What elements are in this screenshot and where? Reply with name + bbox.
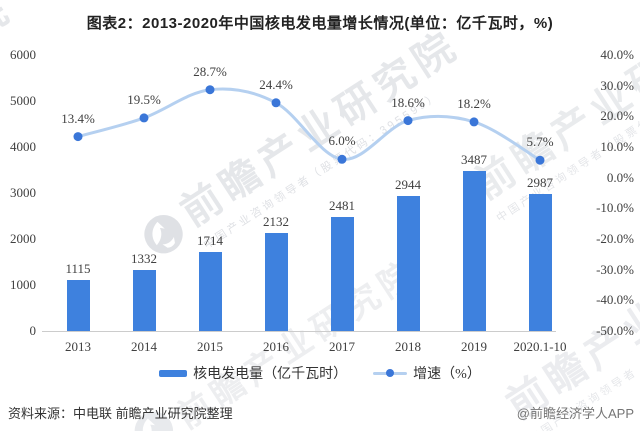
legend-label-generation: 核电发电量（亿千瓦时）: [193, 367, 348, 382]
y-axis-tick-left: 4000: [10, 139, 36, 154]
growth-value-label: 13.4%: [61, 110, 95, 126]
y-axis-tick-left: 1000: [10, 277, 36, 292]
growth-marker: [205, 85, 215, 95]
growth-value-label: 19.5%: [127, 91, 161, 107]
generation-bar: [330, 216, 354, 331]
legend-label-growth: 增速（%）: [413, 367, 481, 382]
bar-value-label: 1332: [131, 250, 157, 266]
bar-value-label: 1115: [65, 260, 91, 276]
y-axis-tick-left: 0: [29, 323, 37, 338]
y-axis-tick-right: -20.0%: [596, 231, 634, 246]
x-axis-label: 2020.1-10: [513, 339, 567, 354]
y-axis-tick-left: 2000: [10, 231, 36, 246]
growth-value-label: 24.4%: [259, 76, 293, 92]
generation-bar: [198, 252, 222, 331]
x-axis-label: 2013: [65, 339, 91, 354]
y-axis-tick-right: -40.0%: [596, 292, 634, 308]
growth-marker: [403, 116, 413, 126]
growth-value-label: 18.2%: [457, 95, 491, 111]
x-axis-line: [42, 331, 556, 332]
growth-value-label: 18.6%: [391, 94, 425, 110]
y-axis-tick-right: 0.0%: [606, 169, 634, 185]
legend-item-growth: 增速（%）: [373, 363, 481, 383]
generation-bar: [66, 279, 90, 331]
bar-value-label: 2944: [395, 176, 421, 192]
x-axis-label: 2018: [395, 339, 421, 354]
x-axis-label: 2019: [461, 339, 487, 354]
y-axis-tick-right: 20.0%: [600, 108, 634, 124]
bar-series-swatch: [159, 369, 188, 377]
bar-value-label: 1714: [197, 233, 223, 249]
growth-value-label: 28.7%: [193, 63, 227, 79]
y-axis-tick-left: 5000: [10, 93, 36, 108]
growth-value-label: 5.7%: [526, 134, 554, 150]
bar-value-label: 2481: [329, 197, 355, 213]
y-axis-tick-right: 10.0%: [600, 139, 634, 154]
chart-title: 图表2：2013-2020年中国核电发电量增长情况(单位：亿千瓦时，%): [86, 15, 554, 32]
y-axis-tick-left: 6000: [10, 47, 36, 62]
bar-value-label: 2132: [263, 213, 289, 229]
credit-handle: @前瞻经济学人APP: [516, 406, 634, 421]
bar-value-label: 3487: [461, 151, 487, 167]
y-axis-tick-right: -50.0%: [596, 323, 634, 338]
y-axis-tick-right: -30.0%: [596, 261, 634, 277]
generation-bar: [132, 269, 156, 331]
generation-bar: [528, 193, 552, 331]
growth-marker: [469, 117, 479, 127]
legend: 核电发电量（亿千瓦时） 增速（%）: [0, 363, 640, 383]
growth-line: [76, 87, 542, 162]
growth-marker: [271, 98, 281, 108]
growth-marker: [139, 113, 149, 123]
growth-value-label: 6.0%: [328, 133, 356, 149]
x-axis-label: 2015: [197, 339, 223, 354]
legend-item-generation: 核电发电量（亿千瓦时）: [159, 363, 347, 383]
generation-bar: [264, 232, 288, 331]
growth-marker: [73, 132, 83, 142]
y-axis-tick-left: 3000: [10, 185, 36, 200]
growth-marker: [535, 155, 545, 165]
line-series-swatch: [373, 368, 408, 378]
growth-marker: [337, 154, 347, 164]
generation-bar: [396, 195, 420, 331]
x-axis-label: 2014: [131, 339, 157, 354]
generation-bar: [462, 170, 486, 331]
x-axis-label: 2017: [329, 339, 355, 354]
x-axis-label: 2016: [263, 339, 289, 354]
source-note: 资料来源：中电联 前瞻产业研究院整理: [8, 406, 233, 421]
bar-value-label: 2987: [527, 174, 553, 190]
y-axis-tick-right: 40.0%: [600, 47, 634, 62]
y-axis-tick-right: 30.0%: [600, 77, 634, 93]
y-axis-tick-right: -10.0%: [596, 200, 634, 216]
